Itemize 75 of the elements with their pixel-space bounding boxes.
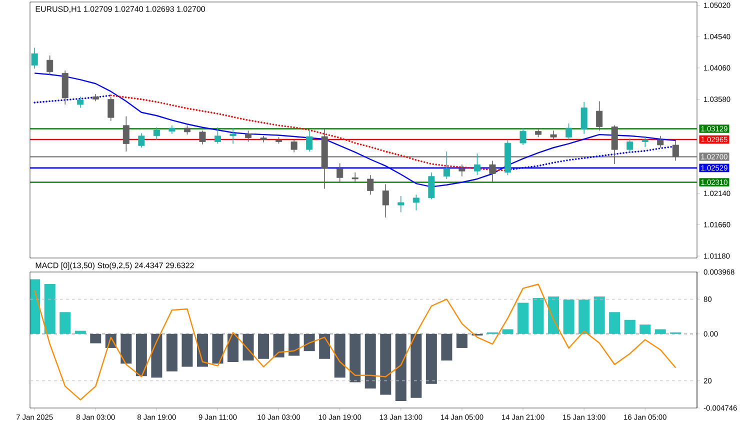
candlestick [458,164,466,177]
candlestick [580,102,588,134]
candlestick [657,135,664,148]
bar [456,334,468,348]
bar [304,334,315,352]
bar [350,334,361,382]
bar [288,334,300,356]
bar [380,334,392,395]
bar [166,334,178,372]
candlestick [596,100,603,132]
candlestick [550,130,557,140]
bar [151,334,162,378]
bar [212,334,224,364]
bar [334,334,346,378]
candlestick [153,126,160,140]
candlestick [443,151,450,180]
bar [624,320,636,334]
bar [364,334,376,389]
bar [594,296,605,334]
bar [395,334,406,402]
bar [44,284,56,334]
bar [518,302,529,334]
candlestick [352,172,358,182]
bar [502,329,514,334]
candlestick [626,138,634,154]
bar [578,300,590,334]
bar [273,334,284,358]
candlestick [535,128,542,138]
bar [548,296,560,334]
candlestick [77,96,84,108]
candlestick [489,160,496,182]
candlestick [122,116,130,152]
candlestick [642,136,648,148]
bar [640,324,651,334]
candlestick [199,130,206,145]
candlestick [520,128,526,146]
candlestick [290,139,298,153]
bar [196,334,208,367]
bar [441,334,452,360]
candlestick [367,174,374,196]
line-series [34,284,676,400]
candlestick [382,184,389,218]
bar [120,334,132,364]
bar [228,334,239,362]
bar [258,334,270,359]
candlestick [46,55,54,76]
candlestick [108,96,114,122]
candlestick [245,130,252,142]
candlestick [412,194,420,211]
bar [60,312,71,334]
candlestick [230,128,236,144]
candlestick [672,139,679,162]
bar [426,334,437,384]
bar [182,334,193,367]
bar [242,334,254,360]
candlestick [428,172,435,200]
bar [74,330,86,334]
candlestick [306,128,313,152]
bar [319,334,330,359]
candlestick [336,162,344,184]
bar [136,334,147,376]
bar [532,298,544,334]
candlestick [398,196,404,213]
candlestick [566,123,572,140]
candlestick [138,132,145,148]
candlestick [184,125,190,135]
candlestick [214,126,221,144]
bar [410,334,422,398]
bar [609,312,620,334]
bar [90,334,102,344]
candlestick [611,125,618,164]
bar [563,300,574,334]
candlestick [474,153,480,176]
bar [654,329,666,334]
candlestick [31,47,38,70]
